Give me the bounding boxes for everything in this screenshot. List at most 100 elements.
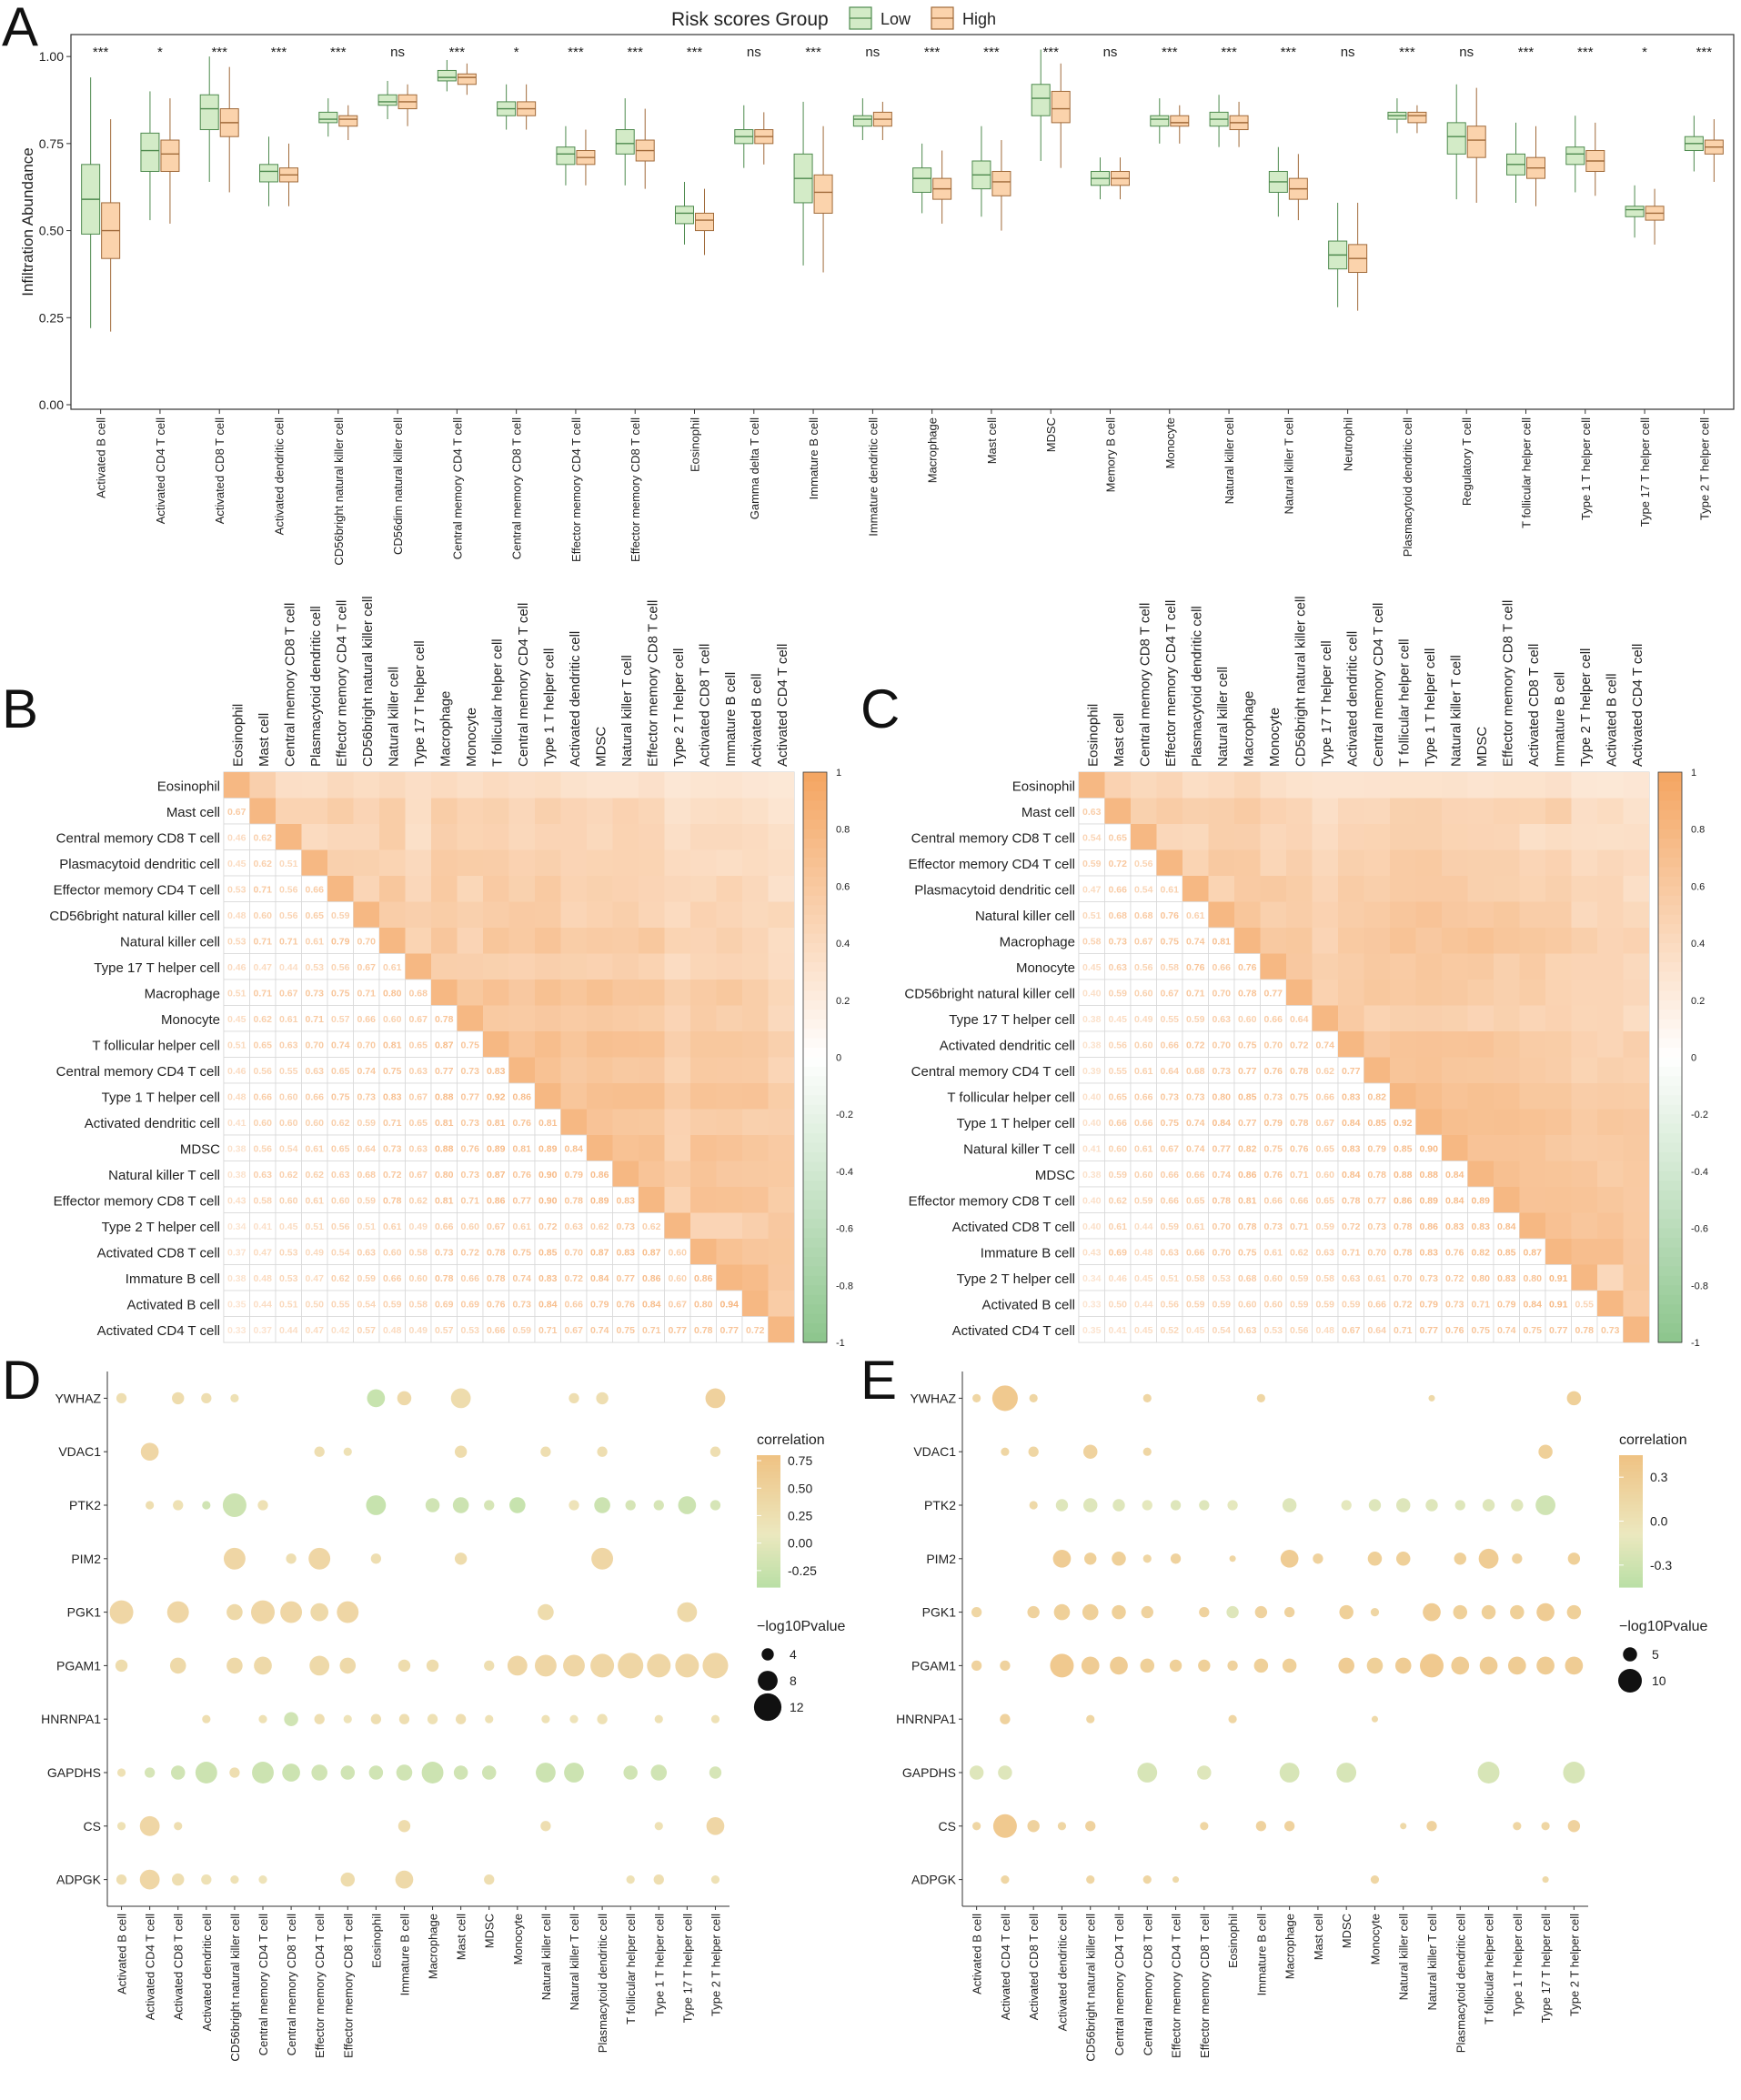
heat-cell — [639, 824, 665, 850]
heat-cell — [587, 772, 613, 799]
dot-hnrnpa1-immature-b-cell — [398, 1713, 410, 1724]
heat-cell — [1623, 849, 1649, 876]
dot-adpgk-activated-cd4-t-cell — [1001, 1875, 1010, 1884]
heat-value: 0.62 — [254, 859, 273, 869]
heat-value: 0.80 — [435, 1170, 454, 1181]
heat-cell-lower — [1312, 1290, 1339, 1317]
heat-cell — [716, 1005, 742, 1031]
panel-e-dotplot: E YWHAZVDAC1PTK2PIM2PGK1PGAM1HNRNPA1GAPD… — [860, 1350, 1708, 2062]
heat-cell-lower — [378, 1316, 406, 1343]
heat-cell — [224, 772, 250, 799]
legend-colorbar-segment — [757, 1541, 780, 1545]
significance-label: *** — [1696, 45, 1713, 60]
heat-value: 0.78 — [565, 1195, 584, 1206]
heat-cell-lower — [301, 1290, 328, 1317]
col-label-activated-b-cell: Activated B cell — [749, 673, 764, 767]
heat-cell — [508, 901, 535, 928]
colorbar-segment — [803, 1304, 827, 1315]
col-label-central-memory-cd8-t-cell: Central memory CD8 T cell — [1137, 603, 1152, 767]
heat-value: 0.71 — [642, 1325, 661, 1336]
heat-value: 0.84 — [1342, 1118, 1361, 1129]
colorbar-segment — [1658, 1104, 1682, 1115]
heat-cell — [535, 824, 561, 850]
heat-cell — [1286, 772, 1313, 799]
dot-vdac1-plasmacytoid-dendritic-cell — [597, 1446, 608, 1457]
colorbar-segment — [803, 1313, 827, 1324]
heat-cell — [768, 876, 794, 902]
gene-label-pgam1: PGAM1 — [56, 1658, 101, 1673]
heat-value: 0.78 — [383, 1195, 402, 1206]
dot-ptk2-central-memory-cd4-t-cell — [257, 1500, 268, 1511]
row-label-t-follicular-helper-cell: T follicular helper cell — [947, 1090, 1075, 1105]
heat-value: 0.75 — [331, 988, 350, 999]
heat-cell — [431, 901, 458, 928]
heat-cell-lower — [534, 1134, 561, 1161]
heat-cell — [664, 798, 690, 824]
cell-label-macrophage: Macrophage — [1283, 1914, 1297, 1979]
significance-label: ns — [1459, 45, 1474, 60]
heat-cell — [1597, 1212, 1624, 1239]
heat-value: 0.62 — [331, 1273, 350, 1284]
dot-ptk2-plasmacytoid-dendritic-cell — [594, 1497, 610, 1513]
heat-cell — [1390, 1005, 1416, 1031]
heat-cell — [535, 1031, 561, 1058]
colorbar-tick-label: -0.2 — [836, 1110, 853, 1120]
heat-cell-lower — [1104, 1212, 1132, 1240]
heat-value: 0.38 — [1082, 1040, 1102, 1050]
heat-cell — [457, 798, 483, 824]
heat-value: 0.71 — [1342, 1247, 1361, 1258]
significance-label: *** — [1577, 45, 1594, 60]
dot-pgk1-natural-killer-cell — [538, 1603, 554, 1621]
x-tick-label: Central memory CD8 T cell — [510, 417, 524, 559]
heat-cell — [612, 849, 639, 876]
heat-cell-lower — [1130, 1316, 1157, 1343]
heat-cell — [1597, 1057, 1624, 1083]
legend-colorbar-segment — [757, 1553, 780, 1558]
heat-cell — [742, 1083, 769, 1110]
heat-cell-lower — [249, 901, 277, 929]
heat-value: 0.81 — [513, 1143, 532, 1154]
box-low — [675, 206, 694, 225]
heat-value: 0.60 — [669, 1273, 688, 1284]
heat-value: 0.73 — [461, 1066, 480, 1077]
colorbar-segment — [803, 1123, 827, 1134]
legend-colorbar-segment — [757, 1551, 780, 1555]
colorbar-segment — [1658, 1010, 1682, 1020]
heat-cell — [1364, 953, 1390, 980]
heat-cell — [1260, 928, 1286, 954]
dot-pgam1-immature-b-cell — [1253, 1658, 1269, 1673]
dot-vdac1-activated-cd4-t-cell — [140, 1442, 159, 1462]
heat-cell-lower — [1104, 1082, 1132, 1110]
box-low — [140, 132, 160, 172]
heat-value: 0.47 — [254, 962, 273, 973]
heat-value: 0.69 — [435, 1299, 454, 1310]
heat-value: 0.56 — [1109, 1040, 1128, 1050]
heat-cell-lower — [1208, 1186, 1235, 1213]
heat-value: 0.81 — [538, 1118, 558, 1129]
heat-value: 0.60 — [1316, 1170, 1335, 1181]
heat-cell-lower — [223, 927, 250, 954]
heat-cell — [1415, 1057, 1442, 1083]
heat-cell-lower — [1337, 1212, 1364, 1240]
heat-cell-lower — [1364, 1316, 1391, 1343]
heat-cell-lower — [249, 1238, 277, 1265]
heat-value: 0.73 — [1186, 1091, 1205, 1102]
heat-cell-lower — [1208, 1109, 1235, 1136]
dot-cs-activated-cd8-t-cell — [1027, 1820, 1040, 1833]
heat-value: 0.79 — [565, 1170, 584, 1181]
heat-cell — [690, 1239, 717, 1265]
dot-gapdhs-activated-cd4-t-cell — [998, 1765, 1012, 1780]
heat-cell — [535, 772, 561, 799]
heat-cell — [1467, 772, 1494, 799]
heat-cell — [1390, 824, 1416, 850]
heat-value: 0.35 — [1082, 1325, 1102, 1336]
dot-gapdhs-mdsc — [481, 1765, 497, 1780]
heat-cell — [716, 1083, 742, 1110]
cell-label-activated-cd4-t-cell: Activated CD4 T cell — [144, 1914, 157, 2020]
dot-pgam1-type-2-t-helper-cell — [1565, 1656, 1584, 1675]
heat-cell — [535, 928, 561, 954]
heat-cell — [1442, 901, 1468, 928]
heat-cell — [612, 901, 639, 928]
significance-label: * — [514, 45, 519, 60]
dot-ptk2-central-memory-cd8-t-cell — [1142, 1500, 1152, 1511]
